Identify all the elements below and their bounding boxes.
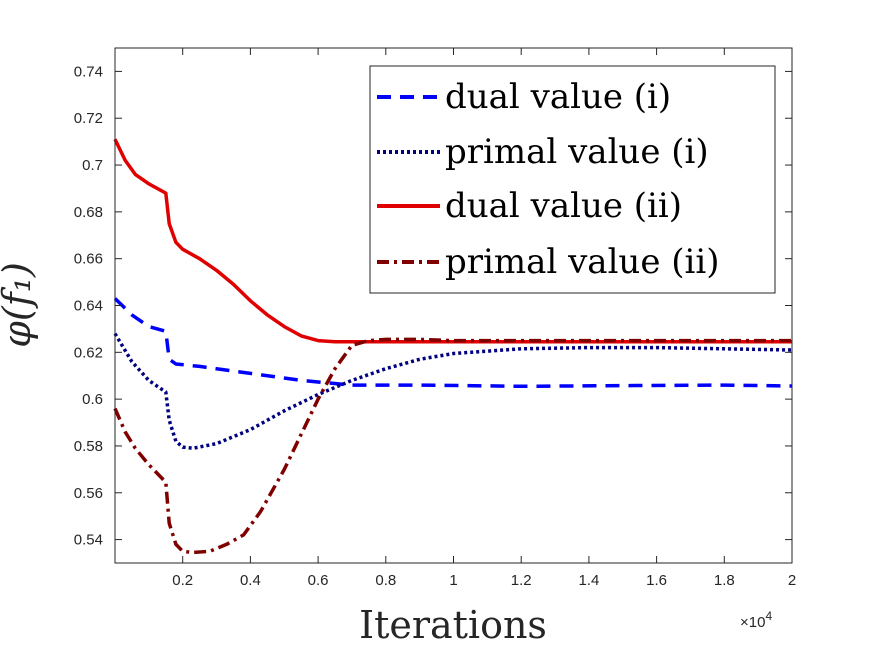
x-tick-label: 1.4 bbox=[578, 572, 599, 589]
x-tick-label: 2 bbox=[788, 572, 796, 589]
x-tick-label: 0.8 bbox=[375, 572, 396, 589]
series-line-primal-value-ii bbox=[113, 337, 792, 555]
y-tick-label: 0.64 bbox=[74, 298, 103, 315]
series-line-dual-value-ii bbox=[113, 138, 792, 344]
y-tick-label: 0.72 bbox=[74, 110, 103, 127]
y-tick-label: 0.56 bbox=[74, 485, 103, 502]
legend-items: dual value (i) primal value (i) dual value… bbox=[377, 77, 720, 282]
x-axis-title: Iterations bbox=[359, 603, 547, 647]
legend-label: primal value (i) bbox=[445, 132, 709, 172]
y-tick-label: 0.74 bbox=[74, 63, 103, 80]
series-line-dual-value-i bbox=[113, 297, 793, 389]
y-axis-title: φ(f₁) bbox=[0, 262, 39, 348]
x-tick-label: 1.8 bbox=[714, 572, 735, 589]
legend-label: primal value (ii) bbox=[445, 242, 720, 282]
x-tick-label: 1.6 bbox=[646, 572, 667, 589]
y-tick-label: 0.54 bbox=[74, 532, 103, 549]
x-tick-label: 0.6 bbox=[308, 572, 329, 589]
legend: dual value (i) primal value (i) dual value… bbox=[369, 65, 776, 294]
x-tick-label: 1 bbox=[449, 572, 457, 589]
y-tick-label: 0.66 bbox=[74, 251, 103, 268]
y-tick-label: 0.7 bbox=[82, 157, 103, 174]
x-exponent: ×104 bbox=[740, 609, 772, 631]
x-tick-label: 1.2 bbox=[511, 572, 532, 589]
series-line-primal-value-i bbox=[113, 332, 793, 451]
y-tick-label: 0.62 bbox=[74, 344, 103, 361]
tick-layer: 0.2 0.4 0.6 0.8 1 1.2 1.4 1.6 1.8 2 0.54 0.56 0.58 0.… bbox=[74, 48, 796, 589]
legend-label: dual value (i) bbox=[445, 77, 671, 117]
x-exponent-label: ×10 bbox=[740, 614, 765, 631]
legend-box bbox=[369, 65, 776, 294]
series-layer bbox=[113, 138, 793, 555]
y-tick-label: 0.68 bbox=[74, 204, 103, 221]
y-tick-label: 0.58 bbox=[74, 438, 103, 455]
svg-text:×104: ×104 bbox=[740, 609, 772, 631]
x-tick-label: 0.2 bbox=[172, 572, 193, 589]
x-exponent-power: 4 bbox=[765, 609, 772, 623]
legend-label: dual value (ii) bbox=[445, 186, 682, 226]
y-tick-label: 0.6 bbox=[82, 391, 103, 408]
x-tick-label: 0.4 bbox=[240, 572, 261, 589]
